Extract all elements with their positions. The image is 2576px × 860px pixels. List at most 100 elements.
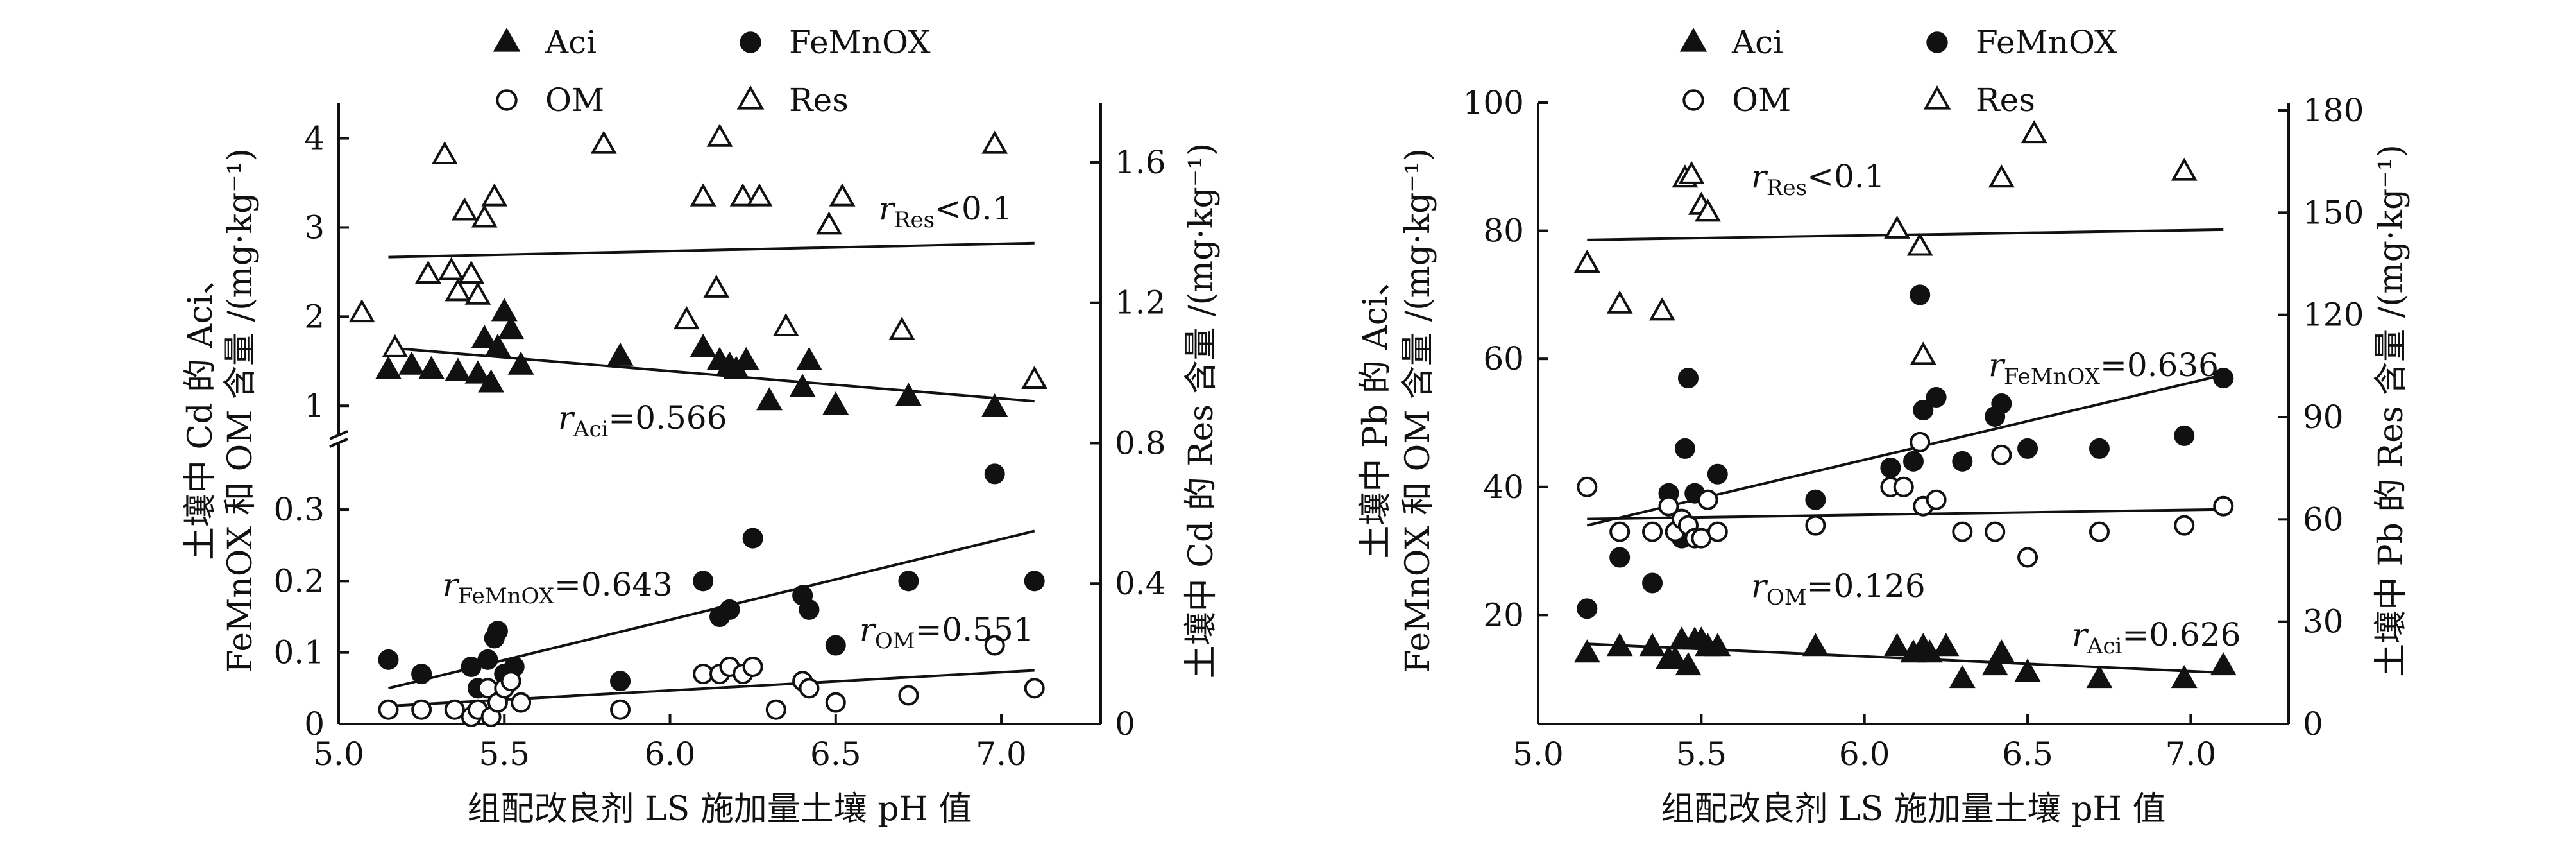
point-res [690, 183, 716, 207]
point-res [481, 183, 508, 207]
left-y-tick-label: 0 [304, 705, 325, 743]
point-res [415, 260, 441, 284]
annotation-femnox: rFeMnOX=0.636 [1988, 347, 2219, 390]
point-res [673, 306, 700, 330]
annotation-res: rRes<0.1 [1751, 158, 1885, 201]
point-femnox [461, 656, 482, 677]
point-res [1906, 232, 1933, 256]
right-y-tick-label: 0 [1115, 705, 1135, 743]
right-y-tick-label: 1.6 [1115, 144, 1166, 181]
point-res [1910, 341, 1936, 365]
point-res [382, 334, 409, 357]
point-aci [895, 383, 922, 406]
legend-marker-femnox [740, 31, 761, 53]
point-femnox [825, 635, 846, 656]
annotation-aci: rAci=0.626 [2072, 616, 2241, 659]
point-aci [1704, 633, 1731, 657]
point-aci [1981, 652, 2008, 676]
point-res [746, 183, 773, 207]
point-res [772, 313, 799, 337]
point-femnox [1926, 387, 1947, 408]
point-om [693, 664, 714, 685]
point-om [2089, 521, 2110, 542]
legend-label-aci: Aci [545, 24, 597, 61]
left-y-axis-title-line2: FeMnOX 和 OM 含量 /(mg·kg⁻¹) [221, 148, 260, 673]
x-tick-label: 6.0 [1839, 735, 1890, 773]
point-om [765, 699, 786, 720]
legend-label-om: OM [1732, 82, 1791, 119]
point-om [898, 685, 919, 706]
point-aci [690, 333, 716, 357]
point-res [464, 281, 491, 305]
point-aci [1606, 633, 1633, 657]
point-res [981, 130, 1008, 154]
right-y-tick-label: 120 [2303, 297, 2364, 334]
point-aci [1802, 633, 1829, 657]
point-res [1678, 160, 1705, 184]
point-om [1805, 515, 1826, 536]
point-aci [1675, 652, 1702, 676]
left-y-tick-label: 3 [304, 209, 325, 246]
legend-marker-res [1923, 85, 1951, 110]
point-om [1926, 489, 1947, 510]
point-res [816, 211, 842, 235]
x-tick-label: 5.5 [1676, 735, 1727, 773]
legend-label-res: Res [1976, 82, 2035, 119]
point-res [829, 183, 856, 207]
axis-break-mark [329, 430, 348, 440]
point-aci [2086, 665, 2113, 689]
left-y-tick-label: 80 [1483, 212, 1524, 250]
pb-chart: 20 40 60 80 100 5.0 5.5 6.0 6.5 7.0 组配改良剂 LS 施加量土壤… [1357, 24, 2411, 829]
point-femnox [487, 621, 508, 642]
point-res [729, 183, 756, 207]
axis-break-mark [329, 438, 348, 448]
left-y-tick-label: 1 [304, 387, 325, 424]
right-y-tick-label: 0.8 [1115, 424, 1166, 461]
fit-line-res [388, 241, 1035, 259]
point-om [1577, 476, 1598, 497]
point-aci [1662, 646, 1689, 669]
x-tick-label: 6.5 [810, 735, 861, 773]
right-y-tick-label: 30 [2303, 603, 2344, 641]
point-femnox [1642, 572, 1663, 594]
point-res [445, 278, 471, 302]
point-res [451, 197, 478, 221]
point-aci [1573, 639, 1600, 663]
point-femnox [1913, 400, 1934, 421]
point-femnox [1707, 463, 1728, 485]
point-aci [498, 316, 525, 340]
point-femnox [1674, 438, 1695, 459]
point-aci [1933, 633, 1960, 657]
point-om [1697, 489, 1718, 510]
annotation-femnox: rFeMnOX=0.643 [443, 566, 673, 609]
point-aci [733, 347, 759, 370]
right-y-tick-label: 0.4 [1115, 565, 1166, 602]
point-femnox [2174, 425, 2195, 446]
point-om [799, 678, 820, 699]
annotation-aci: rAci=0.566 [558, 399, 727, 442]
x-tick-label: 6.0 [645, 735, 696, 773]
point-om [1985, 521, 2006, 542]
left-y-tick-label: 0.2 [273, 562, 325, 599]
left-y-tick-label: 0.1 [273, 634, 325, 671]
point-om [825, 692, 846, 713]
point-om [411, 699, 432, 720]
point-om [1952, 521, 1973, 542]
x-tick-label: 5.0 [313, 735, 364, 773]
point-aci [1884, 633, 1910, 657]
point-om [1609, 521, 1631, 542]
point-femnox [799, 599, 820, 620]
point-aci [2210, 652, 2237, 676]
left-y-tick-label: 0.3 [273, 491, 325, 528]
point-res [590, 130, 617, 154]
right-y-tick-label: 150 [2303, 194, 2364, 231]
point-aci [756, 387, 783, 411]
x-tick-label: 5.5 [479, 735, 530, 773]
point-femnox [610, 671, 631, 692]
legend-marker-om [1682, 89, 1704, 111]
point-aci [822, 391, 849, 415]
point-om [2017, 547, 2038, 568]
point-res [706, 123, 733, 147]
legend-label-res: Res [789, 82, 849, 119]
point-femnox [1991, 393, 2012, 415]
